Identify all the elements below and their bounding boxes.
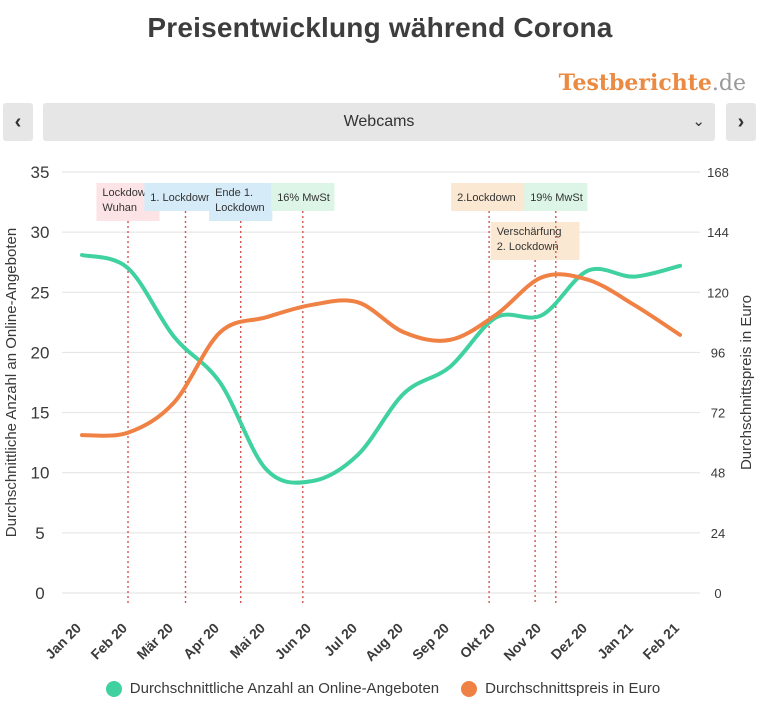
brand-logo[interactable]: Testberichte.de [559,70,746,96]
right-tick-label: 168 [707,165,729,180]
brand-name: Testberichte [558,70,712,96]
left-tick-label: 5 [35,524,44,543]
x-tick-label: Mär 20 [133,620,176,663]
legend-item-price[interactable]: Durchschnittspreis in Euro [461,680,660,697]
chevron-down-icon: ⌄ [692,113,705,130]
right-tick-label: 120 [707,285,729,300]
data-point [540,275,544,279]
legend-label-price: Durchschnittspreis in Euro [485,680,661,697]
data-point [80,253,84,257]
data-point [310,479,314,483]
data-point [172,335,176,339]
data-point [586,278,590,282]
annotation-label: 2. Lockdown [497,241,559,253]
data-point [126,266,130,270]
right-tick-label: 0 [714,586,721,601]
annotation-label: 1. Lockdown [150,192,212,204]
x-tick-label: Jan 21 [594,620,636,662]
data-point [356,300,360,304]
annotation-box [451,183,528,211]
data-point [356,453,360,457]
data-point [402,391,406,395]
data-point [448,365,452,369]
right-tick-label: 144 [707,225,729,240]
chevron-left-icon: ‹ [14,110,22,133]
x-tick-label: Mai 20 [227,620,269,662]
data-point [678,264,682,268]
x-tick-label: Jan 20 [42,620,84,662]
left-axis-title: Durchschnittliche Anzahl an Online-Angeb… [3,228,20,537]
left-tick-label: 20 [31,343,50,362]
data-point [586,269,590,273]
legend-label-offers: Durchschnittliche Anzahl an Online-Angeb… [129,680,440,697]
right-tick-label: 96 [711,345,725,360]
data-point [310,303,314,307]
annotation-box [209,183,273,221]
x-tick-label: Feb 21 [639,620,682,663]
series-line-0 [80,252,682,485]
right-axis-title: Durchschnittspreis in Euro [738,295,755,470]
left-tick-label: 10 [31,464,50,483]
right-tick-label: 24 [711,526,725,541]
data-point [632,303,636,307]
price-chart: 0 5 10 15 20 25 30 35 0 24 48 72 96 120 144 168 Durchsch… [3,163,755,664]
x-tick-label: Jun 20 [271,620,314,663]
data-point [494,313,498,317]
x-tick-label: Feb 20 [87,620,130,663]
annotation-label: 2.Lockdown [457,192,516,204]
right-tick-label: 48 [711,466,725,481]
annotation-box [271,183,335,211]
left-tick-label: 35 [31,163,50,182]
right-tick-label: 72 [711,406,725,421]
annotation-label: Lockdown [102,187,152,199]
left-tick-label: 0 [35,584,44,603]
chevron-right-icon: › [737,110,745,133]
category-select-value: Webcams [343,113,415,130]
annotation-label: Lockdown [215,202,265,214]
legend-item-offers[interactable]: Durchschnittliche Anzahl an Online-Angeb… [105,680,440,697]
data-point [264,315,268,319]
annotation-label: Ende 1. [215,187,253,199]
annotation-label: Wuhan [102,202,137,214]
data-point [678,333,682,337]
annotation-label: Verschärfung [497,226,562,238]
legend-swatch-offers [105,680,122,697]
data-point [632,275,636,279]
category-select[interactable]: Webcams ⌄ [43,103,715,141]
data-point [80,433,84,437]
annotation-label: 16% MwSt [277,192,330,204]
data-point [218,381,222,385]
left-tick-label: 30 [31,223,50,242]
annotation-label: 19% MwSt [530,192,583,204]
brand-tld: .de [711,71,746,96]
data-point [172,401,176,405]
data-point [218,330,222,334]
series-line-1 [80,272,682,438]
data-point [264,467,268,471]
data-point [540,313,544,317]
data-point [402,330,406,334]
data-point [126,431,130,435]
x-tick-label: Aug 20 [362,620,406,664]
chart-title: Preisentwicklung während Corona [147,12,613,43]
previous-category-button[interactable]: ‹ [3,103,33,141]
left-tick-label: 15 [31,404,50,423]
next-category-button[interactable]: › [726,103,756,141]
chart-legend: Durchschnittliche Anzahl an Online-Angeb… [0,680,766,697]
x-tick-label: Dez 20 [547,620,590,663]
x-tick-label: Apr 20 [180,620,222,662]
legend-swatch-price [461,680,478,697]
x-tick-label: Jul 20 [321,620,361,660]
left-tick-label: 25 [31,283,50,302]
x-tick-label: Sep 20 [409,620,452,663]
data-point [448,338,452,342]
x-tick-label: Okt 20 [457,620,499,662]
annotation-box [524,183,588,211]
annotation-box [490,222,580,260]
x-tick-label: Nov 20 [500,620,544,664]
